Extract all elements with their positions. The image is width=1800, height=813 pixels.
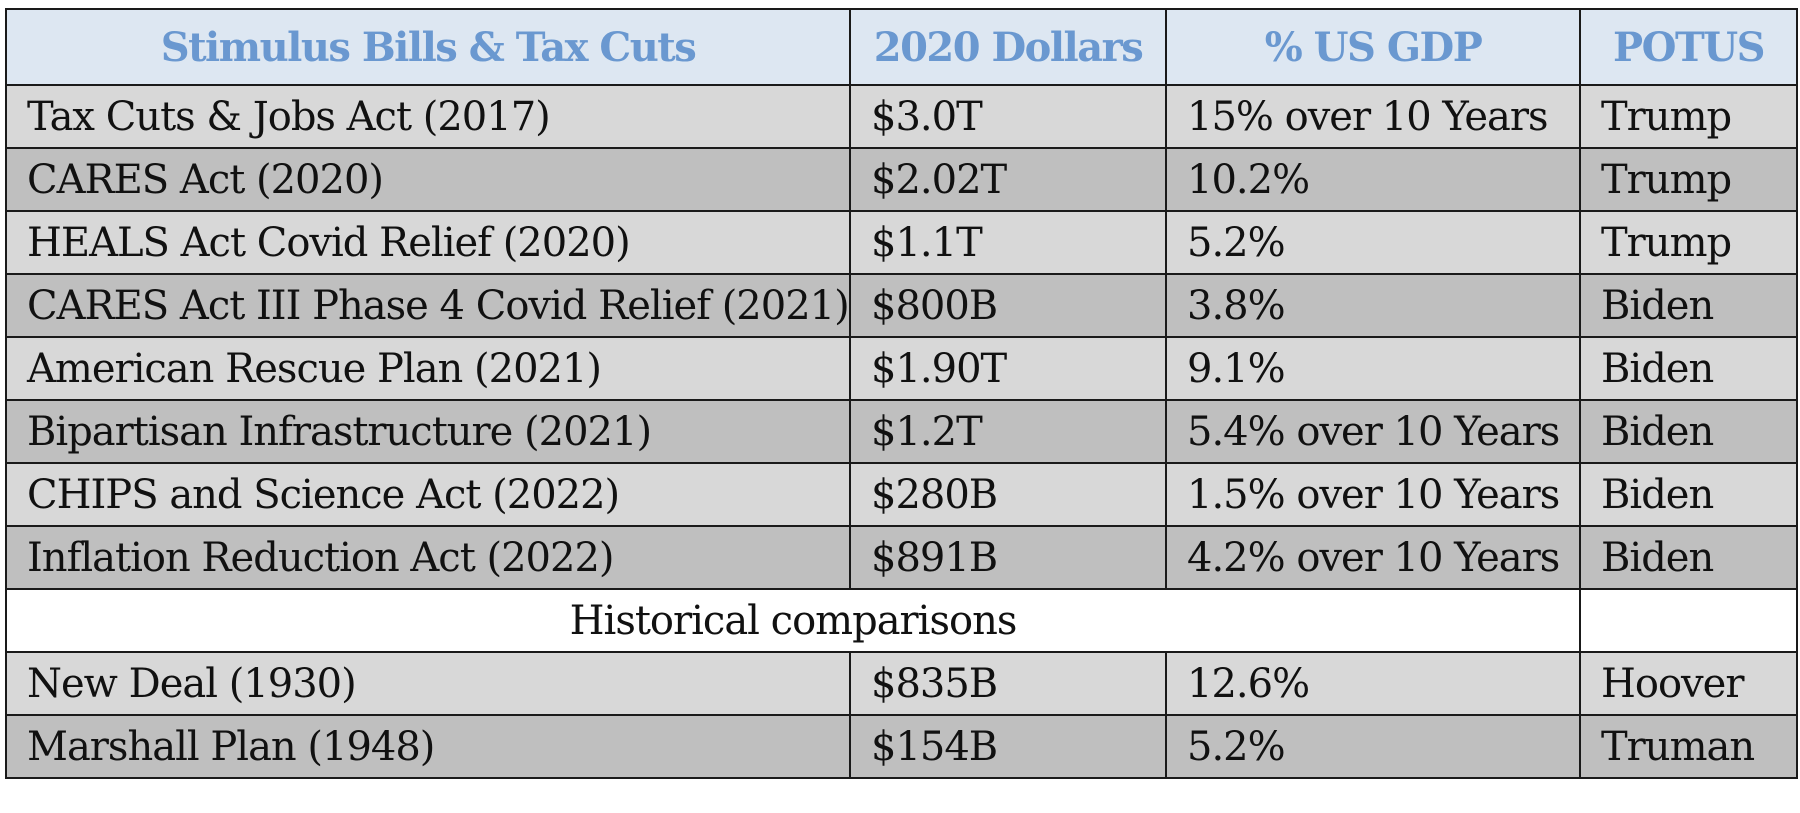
cell-potus: Biden bbox=[1579, 525, 1798, 590]
cell-bill: Tax Cuts & Jobs Act (2017) bbox=[5, 84, 851, 149]
cell-potus: Hoover bbox=[1579, 651, 1798, 716]
table-row: Marshall Plan (1948) $154B 5.2% Truman bbox=[5, 714, 1798, 779]
cell-dollars: $2.02T bbox=[849, 147, 1167, 212]
cell-potus: Biden bbox=[1579, 462, 1798, 527]
cell-gdp: 9.1% bbox=[1165, 336, 1581, 401]
cell-gdp: 5.2% bbox=[1165, 210, 1581, 275]
header-potus: POTUS bbox=[1579, 8, 1798, 86]
cell-bill: HEALS Act Covid Relief (2020) bbox=[5, 210, 851, 275]
section-label: Historical comparisons bbox=[5, 588, 1581, 653]
cell-gdp: 5.4% over 10 Years bbox=[1165, 399, 1581, 464]
table-row: HEALS Act Covid Relief (2020) $1.1T 5.2%… bbox=[5, 210, 1798, 275]
table-row: American Rescue Plan (2021) $1.90T 9.1% … bbox=[5, 336, 1798, 401]
cell-potus: Biden bbox=[1579, 273, 1798, 338]
header-bill: Stimulus Bills & Tax Cuts bbox=[5, 8, 851, 86]
section-row: Historical comparisons bbox=[5, 588, 1798, 653]
cell-bill: CARES Act (2020) bbox=[5, 147, 851, 212]
cell-dollars: $891B bbox=[849, 525, 1167, 590]
cell-dollars: $1.90T bbox=[849, 336, 1167, 401]
cell-gdp: 5.2% bbox=[1165, 714, 1581, 779]
table-row: Inflation Reduction Act (2022) $891B 4.2… bbox=[5, 525, 1798, 590]
cell-potus: Biden bbox=[1579, 336, 1798, 401]
cell-gdp: 4.2% over 10 Years bbox=[1165, 525, 1581, 590]
cell-dollars: $835B bbox=[849, 651, 1167, 716]
cell-dollars: $800B bbox=[849, 273, 1167, 338]
cell-bill: American Rescue Plan (2021) bbox=[5, 336, 851, 401]
cell-bill: Bipartisan Infrastructure (2021) bbox=[5, 399, 851, 464]
cell-potus: Truman bbox=[1579, 714, 1798, 779]
cell-dollars: $1.2T bbox=[849, 399, 1167, 464]
cell-bill: Marshall Plan (1948) bbox=[5, 714, 851, 779]
cell-bill: CARES Act III Phase 4 Covid Relief (2021… bbox=[5, 273, 851, 338]
cell-dollars: $280B bbox=[849, 462, 1167, 527]
cell-potus: Biden bbox=[1579, 399, 1798, 464]
section-empty-cell bbox=[1579, 588, 1798, 653]
cell-bill: New Deal (1930) bbox=[5, 651, 851, 716]
cell-gdp: 15% over 10 Years bbox=[1165, 84, 1581, 149]
cell-bill: Inflation Reduction Act (2022) bbox=[5, 525, 851, 590]
table-row: CARES Act (2020) $2.02T 10.2% Trump bbox=[5, 147, 1798, 212]
cell-bill: CHIPS and Science Act (2022) bbox=[5, 462, 851, 527]
header-dollars: 2020 Dollars bbox=[849, 8, 1167, 86]
table-row: New Deal (1930) $835B 12.6% Hoover bbox=[5, 651, 1798, 716]
cell-gdp: 10.2% bbox=[1165, 147, 1581, 212]
header-row: Stimulus Bills & Tax Cuts 2020 Dollars %… bbox=[5, 8, 1798, 86]
cell-gdp: 1.5% over 10 Years bbox=[1165, 462, 1581, 527]
table-row: Bipartisan Infrastructure (2021) $1.2T 5… bbox=[5, 399, 1798, 464]
cell-potus: Trump bbox=[1579, 210, 1798, 275]
header-gdp: % US GDP bbox=[1165, 8, 1581, 86]
cell-dollars: $154B bbox=[849, 714, 1167, 779]
table-row: Tax Cuts & Jobs Act (2017) $3.0T 15% ove… bbox=[5, 84, 1798, 149]
cell-gdp: 3.8% bbox=[1165, 273, 1581, 338]
table-row: CARES Act III Phase 4 Covid Relief (2021… bbox=[5, 273, 1798, 338]
cell-potus: Trump bbox=[1579, 147, 1798, 212]
cell-potus: Trump bbox=[1579, 84, 1798, 149]
table-row: CHIPS and Science Act (2022) $280B 1.5% … bbox=[5, 462, 1798, 527]
cell-dollars: $3.0T bbox=[849, 84, 1167, 149]
cell-dollars: $1.1T bbox=[849, 210, 1167, 275]
stimulus-table: Stimulus Bills & Tax Cuts 2020 Dollars %… bbox=[5, 8, 1798, 779]
cell-gdp: 12.6% bbox=[1165, 651, 1581, 716]
